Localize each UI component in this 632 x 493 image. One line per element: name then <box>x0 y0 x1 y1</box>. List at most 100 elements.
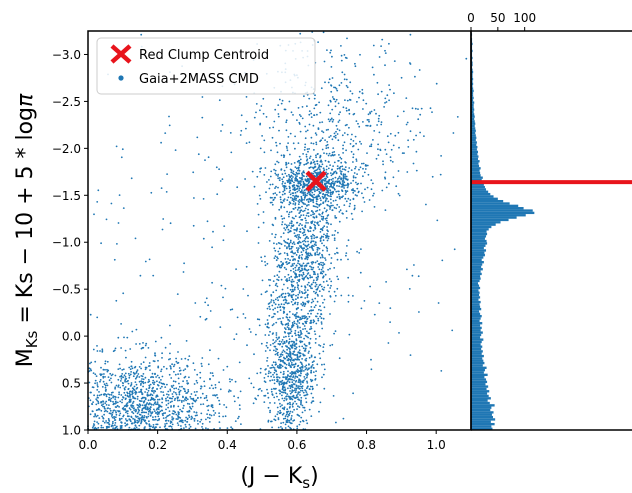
scatter-point <box>301 264 303 266</box>
scatter-point <box>346 79 348 81</box>
scatter-point <box>369 145 371 147</box>
scatter-point <box>345 179 347 181</box>
scatter-point <box>285 368 287 370</box>
scatter-point <box>187 403 189 405</box>
scatter-point <box>277 365 279 367</box>
scatter-point <box>304 126 306 128</box>
scatter-point <box>271 391 273 393</box>
scatter-point <box>347 259 349 261</box>
scatter-point <box>342 179 344 181</box>
scatter-point <box>298 225 300 227</box>
scatter-point <box>277 407 279 409</box>
scatter-point <box>323 276 325 278</box>
scatter-point <box>135 425 137 427</box>
scatter-point <box>136 384 138 386</box>
scatter-point <box>203 238 205 240</box>
scatter-point <box>104 422 106 424</box>
scatter-point <box>347 134 349 136</box>
scatter-point <box>279 410 281 412</box>
scatter-point <box>227 427 229 429</box>
scatter-point <box>297 371 299 373</box>
scatter-point <box>296 343 298 345</box>
x-axis-label-sub: s <box>302 474 310 492</box>
scatter-point <box>332 121 334 123</box>
scatter-point <box>291 250 293 252</box>
scatter-point <box>150 403 152 405</box>
scatter-point <box>280 367 282 369</box>
scatter-point <box>294 372 296 374</box>
scatter-point <box>313 108 315 110</box>
scatter-point <box>201 426 203 428</box>
scatter-point <box>300 368 302 370</box>
scatter-point <box>311 400 313 402</box>
scatter-point <box>293 351 295 353</box>
scatter-point <box>188 428 190 430</box>
scatter-point <box>189 403 191 405</box>
scatter-point <box>334 253 336 255</box>
scatter-point <box>317 273 319 275</box>
scatter-point <box>153 424 155 426</box>
scatter-point <box>316 134 318 136</box>
scatter-point <box>289 385 291 387</box>
scatter-point <box>367 187 369 189</box>
scatter-point <box>344 99 346 101</box>
scatter-point <box>335 330 337 332</box>
scatter-point <box>202 393 204 395</box>
scatter-point <box>172 424 174 426</box>
scatter-point <box>141 412 143 414</box>
scatter-point <box>136 387 138 389</box>
scatter-point <box>186 397 188 399</box>
scatter-point <box>299 255 301 257</box>
scatter-point <box>179 386 181 388</box>
scatter-point <box>286 408 288 410</box>
scatter-point <box>307 273 309 275</box>
scatter-point <box>284 296 286 298</box>
scatter-point <box>331 209 333 211</box>
scatter-point <box>296 265 298 267</box>
scatter-point <box>281 183 283 185</box>
scatter-point <box>343 418 345 420</box>
scatter-point <box>392 161 394 163</box>
histogram-bar <box>471 247 484 249</box>
scatter-point <box>110 413 112 415</box>
scatter-point <box>288 295 290 297</box>
scatter-point <box>303 376 305 378</box>
scatter-point <box>306 163 308 165</box>
scatter-point <box>284 406 286 408</box>
scatter-point <box>296 408 298 410</box>
scatter-point <box>279 248 281 250</box>
scatter-point <box>289 372 291 374</box>
scatter-point <box>299 170 301 172</box>
scatter-point <box>353 198 355 200</box>
scatter-point <box>228 391 230 393</box>
scatter-point <box>320 262 322 264</box>
scatter-point <box>256 373 258 375</box>
scatter-point <box>306 331 308 333</box>
scatter-point <box>316 251 318 253</box>
scatter-point <box>125 386 127 388</box>
scatter-point <box>359 91 361 93</box>
scatter-point <box>173 388 175 390</box>
scatter-point <box>297 196 299 198</box>
scatter-point <box>312 200 314 202</box>
scatter-point <box>91 403 93 405</box>
scatter-point <box>355 166 357 168</box>
scatter-point <box>99 381 101 383</box>
scatter-point <box>284 276 286 278</box>
scatter-point <box>286 377 288 379</box>
scatter-point <box>299 406 301 408</box>
scatter-point <box>286 349 288 351</box>
scatter-point <box>90 399 92 401</box>
scatter-point <box>104 369 106 371</box>
scatter-point <box>296 385 298 387</box>
y-tick-label: 0.0 <box>62 330 81 344</box>
scatter-point <box>117 379 119 381</box>
scatter-point <box>410 354 412 356</box>
scatter-point <box>316 114 318 116</box>
scatter-point <box>263 113 265 115</box>
scatter-point <box>328 291 330 293</box>
scatter-point <box>282 385 284 387</box>
scatter-point <box>141 389 143 391</box>
scatter-point <box>269 127 271 129</box>
scatter-point <box>304 317 306 319</box>
